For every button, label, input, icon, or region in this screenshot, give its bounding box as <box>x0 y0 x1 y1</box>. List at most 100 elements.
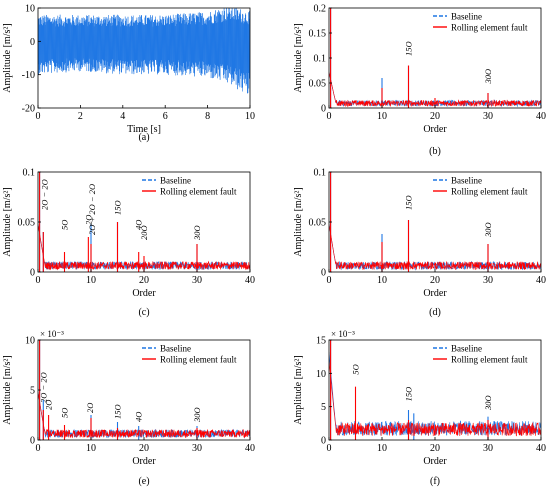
annotation-b: 30O <box>483 69 493 85</box>
y-tick-label-e: 5 <box>30 386 35 397</box>
annotation-c: 2O <box>83 215 93 225</box>
x-tick-label-b: 30 <box>483 111 493 122</box>
x-tick-label-b: 20 <box>430 111 440 122</box>
x-tick-label-f: 40 <box>536 443 546 454</box>
y-tick-label-f: 15 <box>316 336 326 347</box>
y-tick-label-b: 0.1 <box>314 54 327 65</box>
caption-e: (e) <box>138 476 149 487</box>
annotation-f: 5O <box>351 364 361 374</box>
x-tick-label-c: 20 <box>139 275 149 286</box>
legend-label-e: Baseline <box>160 344 191 354</box>
legend-label-f: Baseline <box>451 344 482 354</box>
annotation-b: 15O <box>404 41 414 56</box>
annotation-c: 4O <box>134 220 144 230</box>
y-tick-label-b: 0.2 <box>314 4 327 15</box>
legend-label-b: Rolling element fault <box>451 23 528 33</box>
y-tick-label-a: 0 <box>30 37 35 48</box>
x-axis-label-d: Order <box>423 288 447 299</box>
y-tick-label-e: 0 <box>30 436 35 447</box>
x-tick-label-d: 10 <box>377 275 387 286</box>
legend-label-c: Baseline <box>160 176 191 186</box>
y-tick-label-f: 10 <box>316 369 326 380</box>
annotation-d: 15O <box>404 195 414 210</box>
y-axis-label-e: Amplitude [m/s²] <box>2 355 13 424</box>
x-tick-label-d: 40 <box>536 275 546 286</box>
x-tick-label-c: 0 <box>36 275 41 286</box>
y-tick-label-a: 10 <box>25 4 35 15</box>
x-tick-label-f: 10 <box>377 443 387 454</box>
legend-label-c: Rolling element fault <box>160 187 237 197</box>
y-tick-label-f: 0 <box>321 436 326 447</box>
chart-f: 0 10 20 30 40 0 5 10 15 × 10⁻³ Order Amplitude [m/s… <box>293 329 546 487</box>
x-axis-label-e: Order <box>132 456 156 467</box>
y-axis-label-a: Amplitude [m/s²] <box>2 23 13 92</box>
annotation-f: 15O <box>404 387 414 402</box>
y-tick-label-c: 0.05 <box>18 218 36 229</box>
y-tick-label-d: 0 <box>321 268 326 279</box>
annotation-c: 2O + 2O − 2O <box>87 184 97 235</box>
annotation-e: 15O <box>113 404 123 419</box>
y-multiplier-f: × 10⁻³ <box>331 329 355 339</box>
y-axis-label-b: Amplitude [m/s²] <box>293 23 304 92</box>
x-tick-label-d: 30 <box>483 275 493 286</box>
series-fault-e <box>38 391 250 439</box>
annotation-e: 2O <box>44 400 54 410</box>
y-tick-label-b: 0 <box>321 104 326 115</box>
caption-c: (c) <box>138 307 149 318</box>
annotation-c: 30O <box>192 225 202 241</box>
x-tick-label-c: 40 <box>245 275 255 286</box>
chart-c: 0 10 20 30 40 0 0.05 0.1 Order Amplitude [m/s²] Ba… <box>2 168 255 319</box>
x-tick-label-c: 10 <box>86 275 96 286</box>
x-tick-label-b: 10 <box>377 111 387 122</box>
y-tick-label-a: -20 <box>22 104 35 115</box>
axes-frame-a <box>37 7 251 109</box>
legend-label-b: Baseline <box>451 12 482 22</box>
x-tick-label-b: 0 <box>327 111 332 122</box>
y-axis-label-d: Amplitude [m/s²] <box>293 187 304 256</box>
x-axis-label-b: Order <box>423 124 447 135</box>
annotation-e: 2O − 2O <box>38 372 48 403</box>
annotation-c: 15O <box>113 200 123 215</box>
annotation-e: 2O <box>85 403 95 413</box>
series-fault-f <box>329 359 541 437</box>
chart-b: 0 10 20 30 40 0 0.05 0.1 0.15 0.2 Order Amplitude [… <box>293 4 546 158</box>
x-tick-label-d: 0 <box>327 275 332 286</box>
x-axis-label-c: Order <box>132 288 156 299</box>
legend-label-e: Rolling element fault <box>160 355 237 365</box>
x-tick-label-e: 0 <box>36 443 41 454</box>
series-baseline-d <box>329 223 541 271</box>
x-tick-label-f: 0 <box>327 443 332 454</box>
x-axis-label-a: Time [s] <box>127 124 161 135</box>
x-tick-label-a: 8 <box>205 111 210 122</box>
x-tick-label-e: 30 <box>192 443 202 454</box>
y-tick-label-d: 0.05 <box>309 218 327 229</box>
x-axis-label-f: Order <box>423 456 447 467</box>
y-tick-label-a: -10 <box>22 70 35 81</box>
annotation-c: 2O − 2O <box>39 179 49 210</box>
caption-d: (d) <box>429 307 441 318</box>
y-multiplier-e: × 10⁻³ <box>40 329 64 339</box>
caption-a: (a) <box>138 132 149 143</box>
chart-a: 0 2 4 6 8 10 -20 -10 0 10 Time [s] Amplitude [m/s²]… <box>2 4 255 144</box>
legend-label-d: Baseline <box>451 176 482 186</box>
y-tick-label-b: 0.05 <box>309 79 327 90</box>
caption-f: (f) <box>430 476 440 487</box>
x-tick-label-a: 0 <box>36 111 41 122</box>
x-tick-label-c: 30 <box>192 275 202 286</box>
y-tick-label-f: 5 <box>321 402 326 413</box>
annotation-f: 30O <box>483 395 493 411</box>
x-tick-label-f: 20 <box>430 443 440 454</box>
series-baseline-f <box>329 351 541 436</box>
annotation-e: 30O <box>192 407 202 423</box>
x-tick-label-a: 10 <box>245 111 255 122</box>
x-tick-label-e: 20 <box>139 443 149 454</box>
y-tick-label-e: 10 <box>25 336 35 347</box>
annotation-c: 20O <box>139 225 149 240</box>
annotation-d: 30O <box>483 222 493 238</box>
x-tick-label-a: 4 <box>120 111 125 122</box>
x-tick-label-a: 2 <box>78 111 83 122</box>
legend-label-d: Rolling element fault <box>451 187 528 197</box>
x-tick-label-e: 40 <box>245 443 255 454</box>
annotation-e: 4O <box>134 412 144 422</box>
